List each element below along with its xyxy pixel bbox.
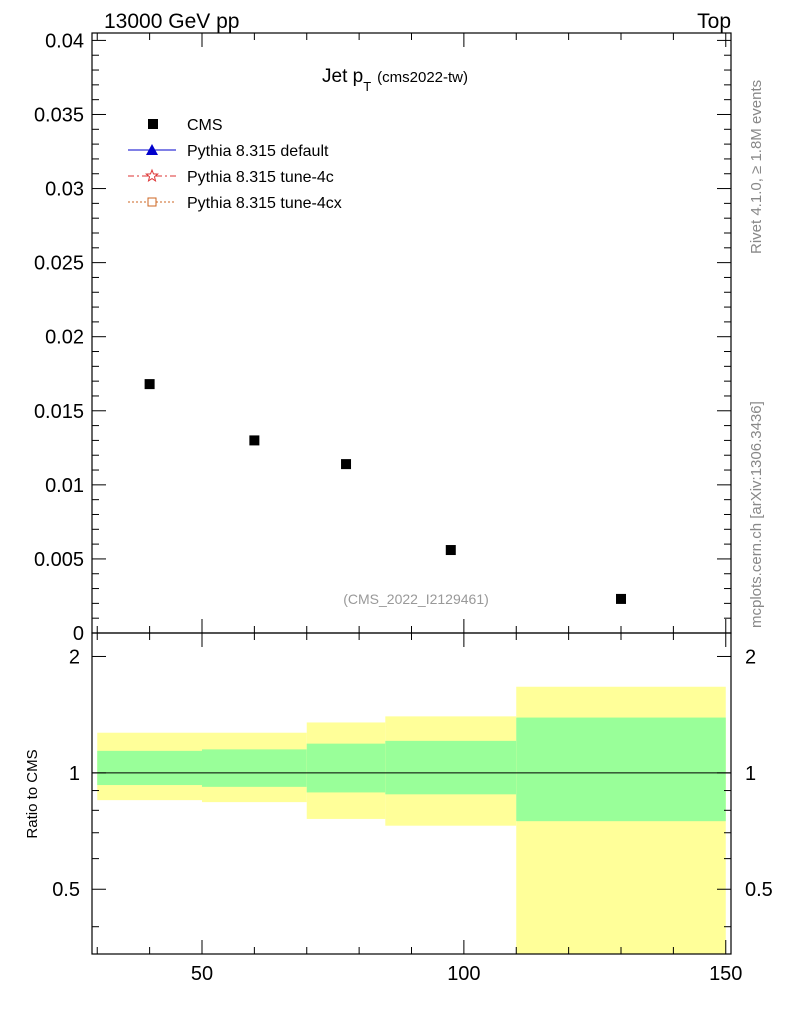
legend-entry: Pythia 8.315 tune-4cx <box>128 195 342 212</box>
legend-entry: Pythia 8.315 default <box>128 143 329 160</box>
ratio-band-inner <box>385 740 517 795</box>
ratio-y-tick-label-right: 0.5 <box>745 879 773 901</box>
y-tick-label: 0.02 <box>45 327 84 349</box>
cms-data-point <box>341 459 352 470</box>
ratio-y-tick-label-left: 1 <box>69 763 80 785</box>
legend-label: Pythia 8.315 tune-4cx <box>187 195 342 212</box>
plot-title: Jet pT (cms2022-tw) <box>322 66 468 94</box>
analysis-tag: (CMS_2022_I2129461) <box>343 591 489 607</box>
side-label-upper: Rivet 4.1.0, ≥ 1.8M events <box>748 80 765 254</box>
legend-marker-square <box>148 119 158 129</box>
x-tick-label: 50 <box>191 963 213 985</box>
lower-ticks: 0.5 0.5 1 1 2 2 <box>52 646 773 928</box>
legend-marker-star <box>145 168 159 183</box>
ratio-band-inner <box>306 743 386 793</box>
ratio-y-tick-label-right: 1 <box>745 763 756 785</box>
ratio-band-inner <box>201 749 307 787</box>
cms-data-point <box>249 435 260 446</box>
y-tick-label: 0.03 <box>45 179 84 201</box>
legend-marker-open-square <box>147 197 157 207</box>
ratio-band-inner <box>516 717 726 822</box>
header-right: Top <box>697 10 731 33</box>
y-tick-label: 0.015 <box>34 401 84 423</box>
ratio-band-inner <box>97 750 202 786</box>
ratio-y-tick-label-left: 0.5 <box>52 879 80 901</box>
cms-points <box>144 379 627 604</box>
upper-y-ticks: 0 0.005 0.01 0.015 0.02 0.025 0.03 0.035 0.04 <box>34 30 731 645</box>
header-left: 13000 GeV pp <box>104 10 239 33</box>
legend-entry: Pythia 8.315 tune-4c <box>128 168 334 186</box>
legend-label: CMS <box>187 117 223 134</box>
plot-title-extra: (cms2022-tw) <box>377 69 468 86</box>
legend-label: Pythia 8.315 default <box>187 143 329 160</box>
y-tick-label: 0 <box>73 623 84 645</box>
side-label-lower: mcplots.cern.ch [arXiv:1306.3436] <box>748 401 765 628</box>
cms-data-point <box>616 593 627 604</box>
legend-label: Pythia 8.315 tune-4c <box>187 169 334 186</box>
ratio-bands <box>97 686 726 954</box>
y-tick-label: 0.005 <box>34 549 84 571</box>
x-ticks: 50 100 150 <box>96 33 742 985</box>
y-tick-label: 0.035 <box>34 104 84 126</box>
plot-title-sub: T <box>363 79 371 94</box>
legend-marker-triangle <box>146 144 158 155</box>
plot-title-main: Jet p <box>322 66 363 87</box>
ratio-ylabel: Ratio to CMS <box>24 749 41 838</box>
ratio-y-tick-label-left: 2 <box>69 646 80 668</box>
cms-data-point <box>445 545 456 556</box>
y-tick-label: 0.025 <box>34 253 84 275</box>
y-tick-label: 0.04 <box>45 30 84 52</box>
legend-entry: CMS <box>148 117 223 134</box>
x-tick-label: 150 <box>709 963 742 985</box>
ratio-y-tick-label-right: 2 <box>745 646 756 668</box>
x-tick-label: 100 <box>447 963 480 985</box>
y-tick-label: 0.01 <box>45 475 84 497</box>
cms-data-point <box>144 379 155 390</box>
legend: CMS Pythia 8.315 default Pythia 8.315 tune… <box>128 117 342 212</box>
